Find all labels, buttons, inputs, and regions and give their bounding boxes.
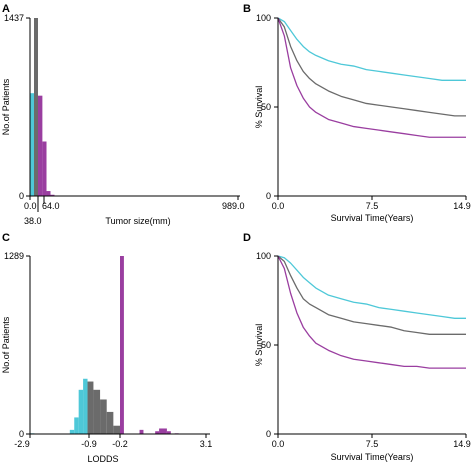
- panel-a-y-tick-label-max: 1437: [4, 13, 24, 23]
- panel-a-bar-5: [50, 194, 55, 196]
- panel-c-bar-14: [163, 428, 167, 434]
- panel-c-x-axis-title: LODDS: [87, 454, 118, 464]
- panel-a: A 1437 0 0.0 38.0 64.0 989.0 Tumor size(…: [1, 3, 245, 226]
- panel-b-y-tick-label-0: 0: [266, 191, 271, 201]
- panel-c-y-axis-title: No.of Patients: [1, 316, 11, 373]
- panel-a-letter: A: [2, 3, 10, 15]
- panel-b-line-high: [277, 17, 466, 138]
- panel-c-bar-12: [155, 431, 160, 434]
- panel-b: B 100 50 0 0.0 7.5 14.9 Survival Time(Ye…: [243, 3, 471, 223]
- panel-d-line-mid: [277, 255, 466, 335]
- panel-c-bar-8: [106, 411, 114, 434]
- panel-d-letter: D: [243, 232, 251, 244]
- panel-d-y-axis-title: % Survival: [254, 324, 264, 367]
- panel-c-x-tick-label-neg0-9: -0.9: [81, 439, 97, 449]
- panel-a-bar-1: [34, 18, 38, 196]
- panel-c-x-tick-label-neg2-9: -2.9: [14, 439, 30, 449]
- panel-b-letter: B: [243, 3, 251, 15]
- panel-c-y-tick-label-zero: 0: [19, 429, 24, 439]
- panel-c-bars: [30, 256, 179, 434]
- panel-b-x-tick-label-0: 0.0: [272, 201, 285, 211]
- panel-a-x-tick-label-989: 989.0: [222, 201, 245, 211]
- panel-c-bar-5: [87, 381, 94, 434]
- panel-a-bars: [30, 18, 55, 196]
- panel-a-x-axis-title: Tumor size(mm): [105, 216, 170, 226]
- panel-c-bar-1: [69, 429, 75, 434]
- panel-d-lines: [277, 255, 466, 369]
- panel-c-bar-13: [159, 428, 163, 434]
- panel-d-x-tick-label-14-9: 14.9: [453, 439, 471, 449]
- panel-a-x-tick-label-64: 64.0: [42, 201, 60, 211]
- panel-a-bar-4: [46, 191, 51, 196]
- panel-d-line-high: [277, 255, 466, 369]
- panel-b-x-tick-label-7-5: 7.5: [366, 201, 379, 211]
- panel-d-x-tick-label-7-5: 7.5: [366, 439, 379, 449]
- panel-d-y-tick-label-100: 100: [256, 251, 271, 261]
- panel-c-bar-3: [78, 389, 84, 434]
- panel-b-line-low: [277, 17, 466, 81]
- panel-b-x-tick-label-14-9: 14.9: [453, 201, 471, 211]
- panel-c-bar-10: [120, 256, 124, 434]
- panel-c-bar-4: [83, 378, 88, 434]
- panel-d-x-axis-title: Survival Time(Years): [331, 452, 414, 462]
- panel-c-x-tick-label-neg0-2: -0.2: [112, 439, 128, 449]
- panel-d-y-tick-label-0: 0: [266, 429, 271, 439]
- panel-b-y-tick-label-50: 50: [261, 102, 271, 112]
- panel-a-x-tick-label-38: 38.0: [24, 216, 42, 226]
- panel-a-bar-2: [38, 95, 43, 196]
- panel-a-x-tick-label-0: 0.0: [24, 201, 37, 211]
- panel-c-y-tick-label-max: 1289: [4, 251, 24, 261]
- panel-c: C 1289 0 -2.9 -0.9 -0.2 3.1 LODDS No.of …: [1, 232, 212, 464]
- panel-c-bar-2: [74, 417, 79, 434]
- panel-d-line-low: [277, 255, 466, 319]
- panel-c-bar-11: [139, 429, 144, 434]
- panel-d-x-tick-label-0: 0.0: [272, 439, 285, 449]
- panel-b-x-axis-title: Survival Time(Years): [331, 213, 414, 223]
- panel-c-letter: C: [2, 232, 10, 244]
- panel-c-bar-7: [100, 399, 107, 434]
- panel-c-bar-6: [93, 389, 101, 434]
- panel-a-bar-0: [30, 93, 34, 196]
- panel-b-line-mid: [277, 17, 466, 117]
- panel-b-lines: [277, 17, 466, 138]
- panel-b-y-axis-title: % Survival: [254, 86, 264, 129]
- panel-c-bar-9: [113, 425, 120, 434]
- panel-b-y-tick-label-100: 100: [256, 13, 271, 23]
- panel-a-bar-3: [42, 141, 47, 196]
- panel-a-y-tick-label-zero: 0: [19, 191, 24, 201]
- panel-c-x-tick-label-3-1: 3.1: [200, 439, 213, 449]
- panel-c-bar-15: [166, 431, 171, 434]
- panel-d-y-tick-label-50: 50: [261, 340, 271, 350]
- panel-a-y-axis-title: No.of Patients: [1, 78, 11, 135]
- panel-d: D 100 50 0 0.0 7.5 14.9 Survival Time(Ye…: [243, 232, 471, 462]
